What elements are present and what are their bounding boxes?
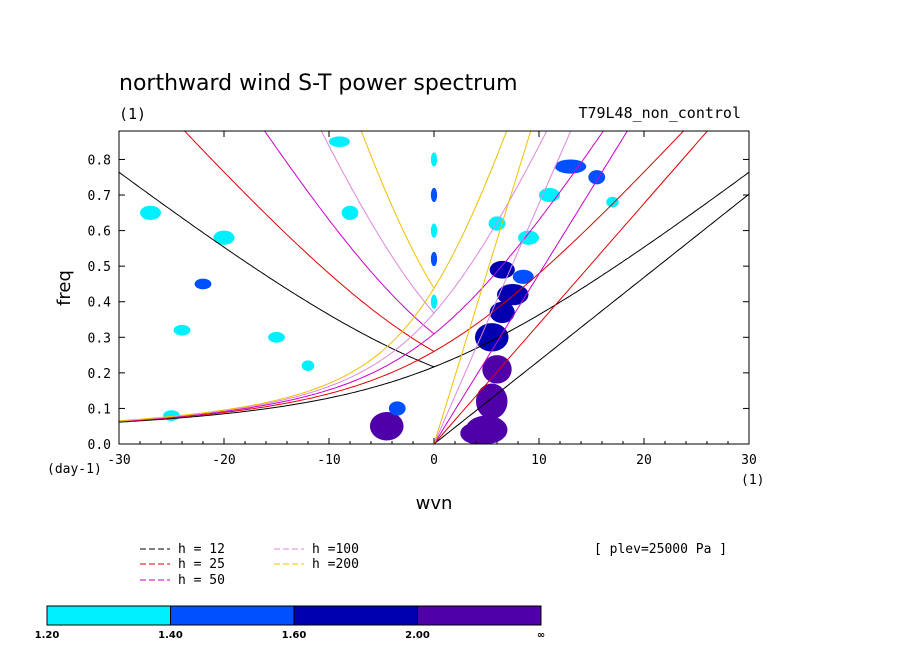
power-patch xyxy=(341,205,359,220)
y-unit-label: (day-1) xyxy=(47,462,102,477)
mrg-curve-h200 xyxy=(360,131,435,289)
power-patch xyxy=(430,251,438,267)
power-patches xyxy=(140,136,619,444)
y-tick-label: 0.4 xyxy=(88,296,112,311)
kelvin-curve-h200 xyxy=(433,131,532,444)
power-patch xyxy=(460,422,492,444)
colorbar-label: ∞ xyxy=(537,630,545,641)
legend-label: h = 12 xyxy=(178,542,225,557)
kelvin-curve-h12 xyxy=(433,193,749,444)
x-unit-label: (1) xyxy=(741,473,764,488)
y-tick-label: 0.6 xyxy=(88,225,111,240)
kelvin-curve-h25 xyxy=(433,131,709,444)
power-patch xyxy=(430,223,438,238)
power-patch xyxy=(512,269,534,284)
ig-curve-h100 xyxy=(119,131,548,422)
y-tick-label: 0.7 xyxy=(88,189,111,204)
y-tick-label: 0.3 xyxy=(88,331,111,346)
power-patch xyxy=(329,136,350,148)
colorbar-swatch xyxy=(46,605,171,626)
mrg-curve-h25 xyxy=(183,131,435,352)
power-patch xyxy=(518,230,539,245)
x-tick-label: -10 xyxy=(317,453,340,468)
colorbar: 1.20 1.40 1.60 2.00 ∞ xyxy=(35,605,545,641)
ig-curve-h50 xyxy=(119,131,604,422)
power-patch xyxy=(213,230,235,245)
x-tick-label: -20 xyxy=(212,453,235,468)
units-label: (1) xyxy=(119,105,146,123)
power-patch xyxy=(554,159,587,174)
colorbar-label: 1.60 xyxy=(282,630,307,641)
power-patch xyxy=(430,294,438,309)
kelvin-curve-h50 xyxy=(433,131,628,444)
y-tick-label: 0.5 xyxy=(88,260,111,275)
power-patch xyxy=(539,187,560,203)
power-patch xyxy=(489,301,515,324)
x-tick-label: 30 xyxy=(741,453,757,468)
kelvin-curve-h100 xyxy=(433,131,572,444)
power-patch xyxy=(482,355,512,384)
power-patch xyxy=(268,331,285,343)
x-tick-label: 20 xyxy=(636,453,652,468)
power-patch xyxy=(140,205,161,220)
x-tick-label: 0 xyxy=(430,453,438,468)
mrg-curve-h100 xyxy=(320,131,435,314)
y-tick-label: 0.1 xyxy=(88,402,111,417)
power-patch xyxy=(369,411,404,441)
colorbar-swatch xyxy=(293,605,418,626)
colorbar-label: 1.20 xyxy=(35,630,60,641)
power-patch xyxy=(301,360,315,372)
y-tick-label: 0.8 xyxy=(88,153,111,168)
power-patch xyxy=(388,401,406,416)
power-patch xyxy=(588,170,606,185)
y-tick-label: 0.2 xyxy=(88,367,111,382)
y-tick-label: 0.0 xyxy=(88,438,111,453)
power-patch xyxy=(173,324,191,336)
legend-label: h = 50 xyxy=(178,573,225,588)
x-tick-label: -30 xyxy=(107,453,130,468)
power-patch xyxy=(430,187,438,203)
chart-title: northward wind S-T power spectrum xyxy=(119,71,518,96)
plev-label: [ plev=25000 Pa ] xyxy=(594,542,727,557)
colorbar-label: 1.40 xyxy=(158,630,183,641)
colorbar-swatch xyxy=(417,605,542,626)
power-patch xyxy=(474,323,509,352)
mrg-curve-h50 xyxy=(264,131,435,335)
legend-label: h =100 xyxy=(312,542,359,557)
x-axis-label: wvn xyxy=(416,493,453,514)
power-patch xyxy=(488,216,506,231)
legend-label: h =200 xyxy=(312,557,359,572)
x-tick-label: 10 xyxy=(531,453,547,468)
dispersion-curves xyxy=(119,131,749,444)
x-ticks: -30 -20 -10 0 10 20 30 xyxy=(107,131,757,468)
power-patch xyxy=(430,152,438,167)
colorbar-swatch xyxy=(170,605,295,626)
y-axis-label: freq xyxy=(54,270,75,306)
ig-curve-h200 xyxy=(119,131,508,422)
legend-label: h = 25 xyxy=(178,557,225,572)
y-ticks: 0.0 0.1 0.2 0.3 0.4 0.5 0.6 0.7 0.8 xyxy=(88,153,749,453)
power-patch xyxy=(606,196,619,208)
colorbar-label: 2.00 xyxy=(405,630,430,641)
mrg-curve-h12 xyxy=(119,171,435,368)
run-label: T79L48_non_control xyxy=(578,104,741,122)
power-patch xyxy=(194,278,212,290)
